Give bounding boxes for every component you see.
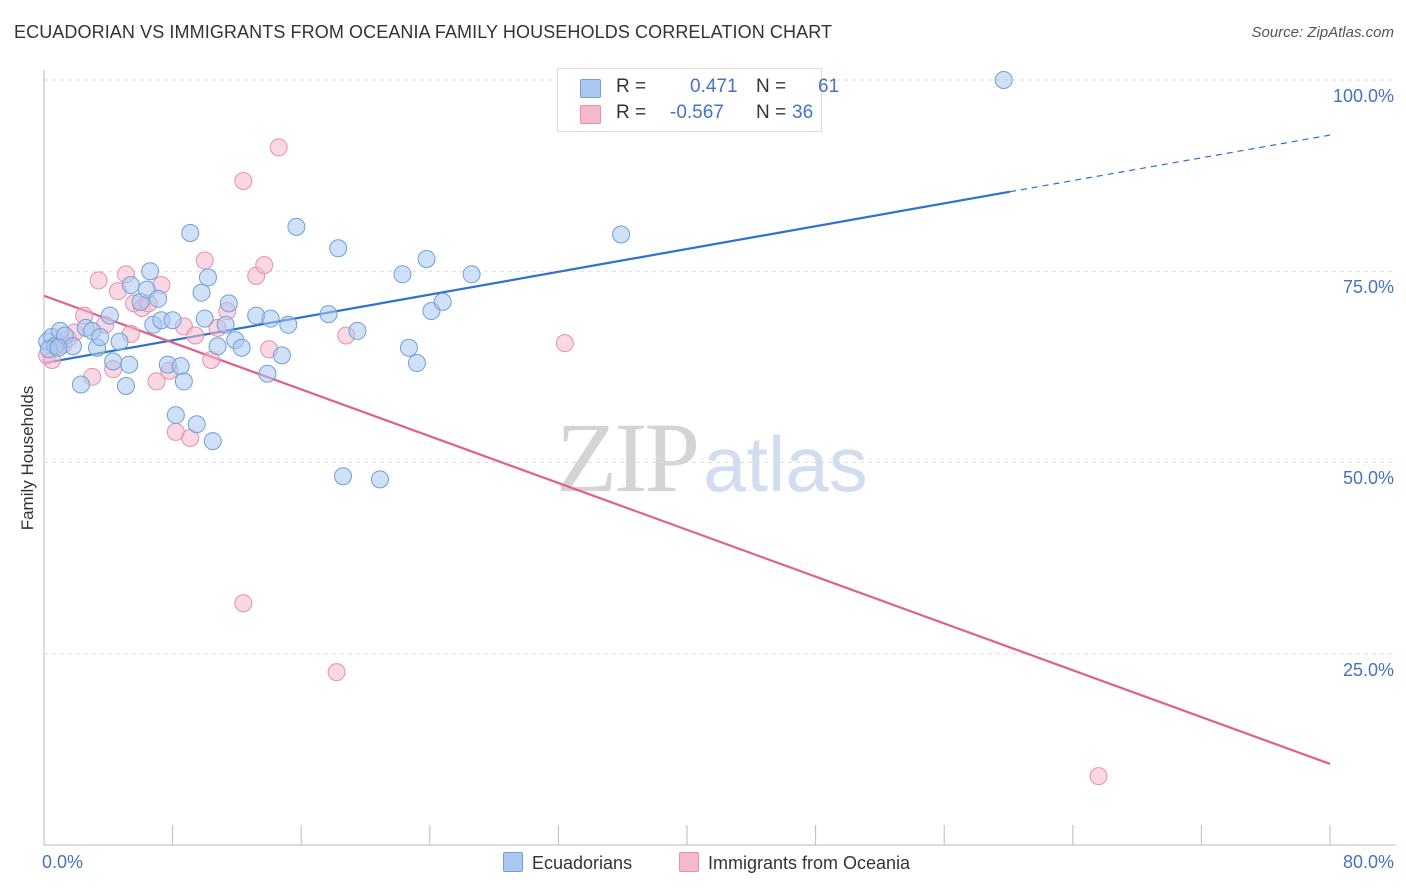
point-ecuadorians-12: [104, 352, 123, 371]
watermark-atlas: atlas: [703, 420, 868, 508]
legend-n-value: 36: [792, 102, 814, 123]
point-ecuadorians-25: [166, 406, 185, 425]
point-ecuadorians-24: [163, 311, 182, 330]
legend-r-label: R =: [616, 102, 647, 123]
point-ecuadorians-32: [198, 268, 217, 287]
point-ecuadorians-58: [994, 71, 1013, 89]
point-ecuadorians-44: [287, 217, 306, 236]
legend-swatch-blue: [580, 79, 601, 98]
legend-r-value: 0.471: [690, 76, 738, 97]
point-ecuadorians-36: [219, 294, 238, 313]
source-label: Source: ZipAtlas.com: [1251, 24, 1394, 41]
point-ecuadorians-31: [195, 309, 214, 328]
trend-line-oceania: [43, 294, 1331, 765]
point-ecuadorians-56: [462, 265, 481, 284]
point-ecuadorians-51: [399, 338, 418, 357]
point-ecuadorians-6: [71, 375, 90, 394]
point-oceania-17: [147, 372, 166, 391]
trend-line-ecuadorians: [43, 190, 1011, 365]
point-oceania-31: [255, 256, 274, 275]
legend-swatch-pink: [580, 105, 601, 124]
x-tick-label-min: 0.0%: [42, 852, 84, 872]
point-ecuadorians-47: [333, 467, 352, 486]
legend-n-value: 61: [818, 76, 840, 97]
point-ecuadorians-14: [116, 377, 135, 395]
point-oceania-37: [1089, 767, 1108, 786]
point-ecuadorians-28: [181, 224, 200, 242]
point-oceania-36: [555, 334, 574, 353]
point-ecuadorians-48: [348, 321, 367, 340]
point-ecuadorians-34: [208, 337, 227, 356]
trend-line-ecuadorians-extension: [1010, 134, 1331, 193]
point-ecuadorians-33: [203, 432, 222, 451]
point-ecuadorians-19: [141, 262, 160, 281]
point-ecuadorians-60: [49, 338, 68, 357]
point-ecuadorians-16: [121, 276, 140, 295]
point-oceania-23: [186, 326, 205, 345]
x-tick-label-max: 80.0%: [1342, 852, 1394, 872]
point-ecuadorians-43: [279, 315, 298, 334]
point-ecuadorians-11: [100, 306, 119, 325]
point-ecuadorians-27: [174, 372, 193, 391]
point-oceania-24: [195, 251, 214, 270]
point-oceania-29: [234, 594, 253, 613]
point-ecuadorians-40: [258, 364, 277, 383]
point-ecuadorians-42: [272, 346, 291, 365]
point-ecuadorians-15: [120, 355, 139, 374]
y-tick-label-50: 50.0%: [1342, 468, 1394, 488]
point-ecuadorians-35: [216, 315, 235, 334]
legend-n-label: N =: [756, 102, 787, 123]
point-ecuadorians-53: [417, 250, 436, 269]
data-points: [38, 71, 1108, 786]
point-ecuadorians-30: [192, 283, 211, 302]
chart-title: ECUADORIAN VS IMMIGRANTS FROM OCEANIA FA…: [14, 22, 833, 42]
point-ecuadorians-52: [407, 354, 426, 373]
grid-lines: [44, 79, 1396, 655]
point-ecuadorians-50: [393, 265, 412, 284]
point-ecuadorians-21: [149, 289, 168, 308]
point-ecuadorians-45: [319, 305, 338, 324]
y-tick-label-25: 25.0%: [1342, 660, 1394, 680]
point-ecuadorians-46: [329, 239, 348, 258]
point-ecuadorians-41: [261, 309, 280, 328]
legend-label-ecuadorians: Ecuadorians: [532, 853, 633, 873]
axes: [43, 70, 1396, 846]
point-ecuadorians-29: [187, 415, 206, 434]
legend-n-label: N =: [756, 76, 787, 97]
trend-lines: [43, 134, 1331, 765]
y-tick-label-100: 100.0%: [1332, 86, 1394, 106]
point-oceania-34: [327, 663, 346, 682]
point-ecuadorians-49: [370, 470, 389, 489]
point-ecuadorians-55: [433, 292, 452, 311]
point-ecuadorians-57: [612, 225, 631, 244]
watermark: ZIPatlas: [556, 400, 868, 515]
point-ecuadorians-10: [91, 328, 110, 347]
point-ecuadorians-13: [110, 332, 129, 351]
legend-label-oceania: Immigrants from Oceania: [708, 853, 911, 873]
correlation-legend: R = 0.471 N = 61 R = -0.567 N = 36: [557, 68, 839, 132]
legend-item-ecuadorians: Ecuadorians: [503, 852, 632, 874]
legend-item-oceania: Immigrants from Oceania: [679, 852, 910, 874]
point-ecuadorians-26: [171, 357, 190, 376]
point-oceania-28: [234, 171, 253, 190]
point-oceania-33: [269, 138, 288, 157]
y-tick-label-75: 75.0%: [1342, 277, 1394, 297]
legend-r-value: -0.567: [670, 102, 724, 123]
point-oceania-8: [89, 271, 108, 290]
y-axis-label: Family Households: [18, 385, 37, 531]
legend-swatch-oceania: [679, 852, 699, 872]
point-ecuadorians-38: [232, 338, 251, 357]
legend-r-label: R =: [616, 76, 647, 97]
legend-swatch-ecuadorians: [503, 852, 523, 872]
watermark-zip: ZIP: [556, 402, 700, 513]
